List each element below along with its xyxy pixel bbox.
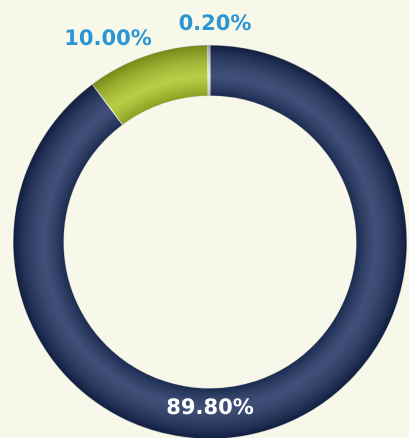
data-label: 89.80%: [166, 395, 253, 419]
donut-segment: [207, 44, 211, 97]
data-label: 0.20%: [179, 11, 252, 35]
data-label: 10.00%: [64, 26, 151, 50]
donut-segment: [12, 44, 408, 438]
